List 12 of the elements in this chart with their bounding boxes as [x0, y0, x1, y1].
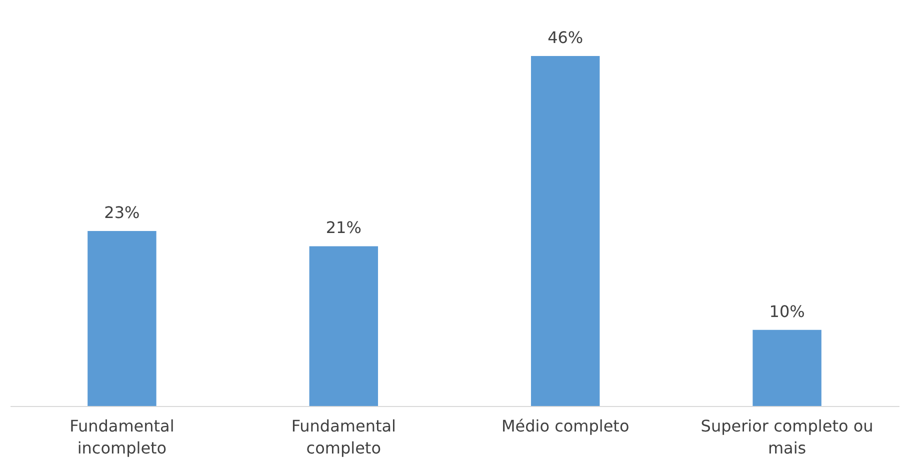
- data-label: 21%: [326, 218, 362, 238]
- data-label: 46%: [548, 28, 584, 47]
- x-tick-label: Fundamental incompleto: [70, 416, 174, 458]
- bar: [309, 246, 378, 406]
- x-tick-label: Superior completo ou mais: [700, 416, 874, 458]
- x-tick-label: Fundamental completo: [291, 416, 396, 458]
- x-tick-label: Médio completo: [501, 416, 630, 436]
- data-label: 10%: [769, 302, 805, 321]
- bar: [88, 231, 156, 406]
- bar: [530, 56, 600, 406]
- bar: [752, 330, 822, 406]
- data-label: 23%: [104, 203, 140, 222]
